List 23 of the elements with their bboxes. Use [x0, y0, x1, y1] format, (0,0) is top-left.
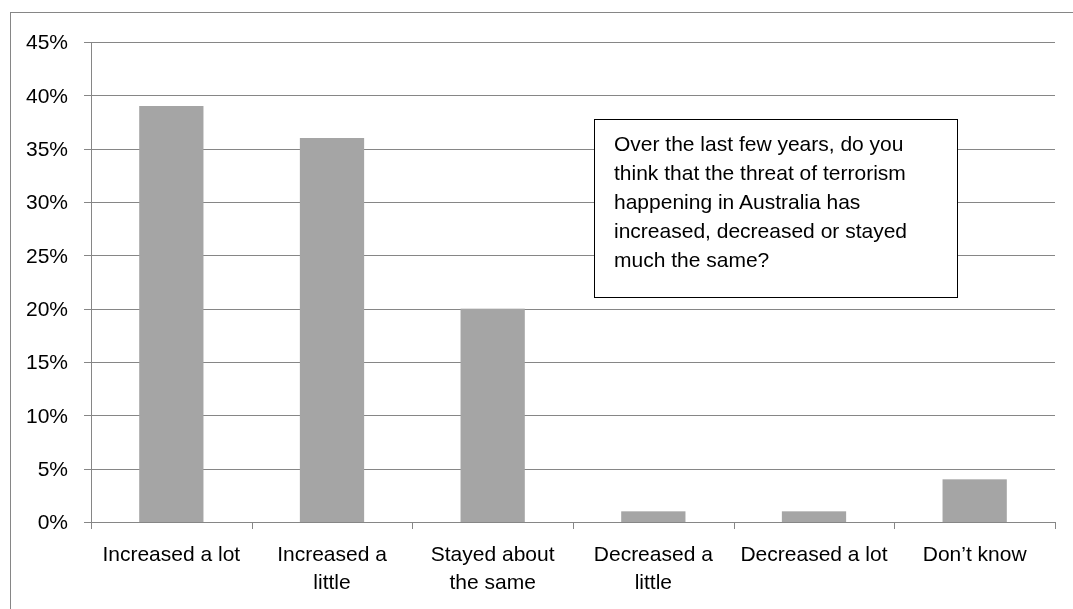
bar: [299, 138, 365, 522]
annotation: Over the last few years, do you think that the threat of terrorism happening in Australia has increased, decreased or stayed much the same?: [614, 132, 908, 272]
y-tick-label: 10%: [25, 403, 68, 427]
bar: [460, 308, 525, 522]
y-tick-label: 35%: [25, 137, 68, 161]
bar: [942, 479, 1007, 522]
y-tick-label: 30%: [25, 190, 68, 214]
y-tick-label: 45%: [25, 30, 68, 54]
bar: [139, 106, 204, 522]
x-tick-label: Decreased a lot: [740, 542, 888, 566]
y-tick-label: 15%: [25, 350, 68, 374]
x-tick-label: Stayed about the same: [430, 542, 555, 594]
x-tick-label: Increased a little: [277, 542, 388, 594]
y-tick-label: 40%: [25, 83, 68, 107]
x-tick-label: Decreased a little: [593, 542, 714, 594]
y-tick-label: 5%: [37, 457, 68, 481]
y-tick-label: 20%: [25, 297, 68, 321]
x-tick-label: Don’t know: [922, 542, 1028, 566]
y-tick-label: 25%: [25, 243, 68, 267]
y-tick-label: 0%: [37, 510, 68, 534]
x-tick-label: Increased a lot: [102, 542, 241, 566]
bar: [781, 511, 847, 522]
bar: [621, 511, 686, 522]
